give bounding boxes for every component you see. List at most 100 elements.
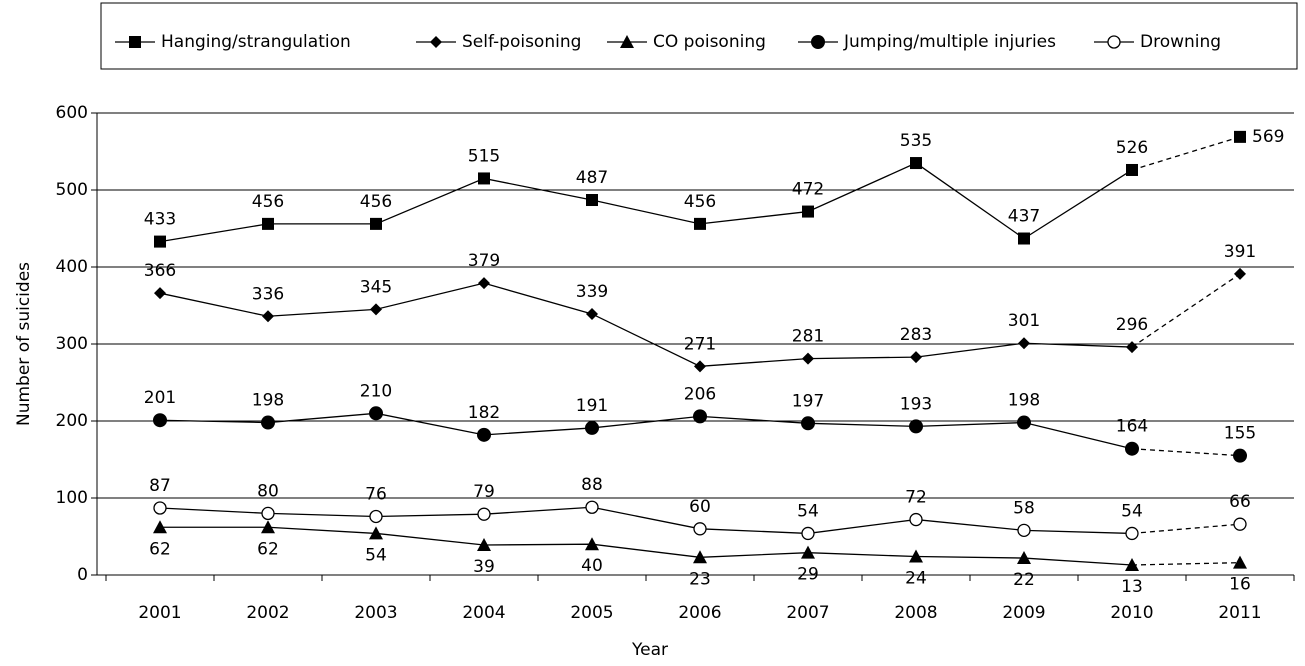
legend-label: CO poisoning bbox=[653, 32, 766, 52]
marker bbox=[1017, 523, 1031, 537]
data-label: 66 bbox=[1229, 492, 1251, 512]
marker bbox=[585, 420, 599, 435]
series-line bbox=[159, 162, 1133, 243]
marker bbox=[369, 526, 383, 540]
data-label: 456 bbox=[360, 192, 392, 212]
marker bbox=[430, 36, 442, 48]
data-label: 54 bbox=[1121, 501, 1143, 521]
series-line-dashed bbox=[1131, 136, 1241, 171]
y-tick-label: 400 bbox=[56, 257, 88, 277]
x-tick-label: 2003 bbox=[354, 603, 397, 623]
data-label: 23 bbox=[689, 569, 711, 589]
data-label: 201 bbox=[144, 388, 176, 408]
y-tick-label: 200 bbox=[56, 411, 88, 431]
marker bbox=[1017, 551, 1031, 565]
data-label: 87 bbox=[149, 476, 171, 496]
y-tick-label: 300 bbox=[56, 334, 88, 354]
data-label: 22 bbox=[1013, 570, 1035, 590]
data-label: 58 bbox=[1013, 498, 1035, 518]
x-tick-label: 2006 bbox=[678, 603, 721, 623]
data-label: 271 bbox=[684, 334, 716, 354]
data-label: 54 bbox=[365, 545, 387, 565]
y-tick-label: 500 bbox=[56, 180, 88, 200]
marker bbox=[477, 507, 491, 521]
marker bbox=[1126, 163, 1138, 176]
marker bbox=[1018, 337, 1030, 350]
marker bbox=[811, 35, 825, 49]
x-tick-label: 2007 bbox=[786, 603, 829, 623]
marker bbox=[620, 35, 634, 48]
data-label: 191 bbox=[576, 396, 608, 416]
data-label: 39 bbox=[473, 557, 495, 577]
marker bbox=[261, 520, 275, 534]
series-line bbox=[159, 506, 1133, 535]
data-label: 336 bbox=[252, 284, 284, 304]
data-label: 62 bbox=[257, 539, 279, 559]
marker bbox=[693, 522, 707, 536]
marker bbox=[153, 501, 167, 515]
marker bbox=[477, 537, 491, 551]
marker bbox=[586, 194, 598, 207]
marker bbox=[801, 416, 815, 431]
data-label: 526 bbox=[1116, 138, 1148, 158]
x-tick-label: 2010 bbox=[1110, 603, 1153, 623]
y-axis-label: Number of suicides bbox=[14, 262, 34, 426]
data-label: 456 bbox=[684, 192, 716, 212]
marker bbox=[154, 235, 166, 248]
marker bbox=[694, 217, 706, 230]
marker bbox=[1107, 35, 1121, 49]
marker bbox=[1234, 130, 1246, 143]
data-label: 155 bbox=[1224, 424, 1256, 444]
marker bbox=[693, 550, 707, 564]
series-line-dashed bbox=[1131, 562, 1241, 566]
x-tick-label: 2002 bbox=[246, 603, 289, 623]
marker bbox=[1018, 232, 1030, 245]
series-line bbox=[160, 526, 1133, 566]
x-axis-label: Year bbox=[631, 640, 668, 660]
marker bbox=[261, 506, 275, 521]
marker bbox=[909, 512, 923, 527]
data-label: 24 bbox=[905, 569, 927, 589]
y-tick-label: 100 bbox=[56, 488, 88, 508]
data-label: 16 bbox=[1229, 575, 1251, 595]
data-label: 164 bbox=[1116, 417, 1148, 437]
data-label: 379 bbox=[468, 251, 500, 271]
marker bbox=[585, 537, 599, 551]
x-tick-label: 2008 bbox=[894, 603, 937, 623]
x-tick-label: 2001 bbox=[138, 603, 181, 623]
x-tick-label: 2005 bbox=[570, 603, 613, 623]
data-label: 60 bbox=[689, 497, 711, 517]
marker bbox=[802, 352, 814, 365]
data-label: 182 bbox=[468, 403, 500, 423]
data-label: 197 bbox=[792, 391, 824, 411]
marker bbox=[910, 351, 922, 364]
marker bbox=[909, 419, 923, 434]
data-label: 40 bbox=[581, 556, 603, 576]
marker bbox=[910, 157, 922, 170]
series-line-dashed bbox=[1131, 448, 1241, 457]
data-label: 515 bbox=[468, 146, 500, 166]
marker bbox=[1017, 415, 1031, 430]
marker bbox=[477, 427, 491, 442]
marker bbox=[262, 310, 274, 323]
data-label: 281 bbox=[792, 327, 824, 347]
marker bbox=[153, 520, 167, 534]
marker bbox=[693, 409, 707, 424]
series-line bbox=[159, 412, 1133, 450]
data-label: 79 bbox=[473, 482, 495, 502]
data-label: 301 bbox=[1008, 311, 1040, 331]
marker bbox=[585, 500, 599, 514]
marker bbox=[478, 172, 490, 185]
data-label: 391 bbox=[1224, 242, 1256, 262]
marker bbox=[369, 406, 383, 421]
data-label: 437 bbox=[1008, 207, 1040, 227]
data-label: 62 bbox=[149, 539, 171, 559]
data-label: 569 bbox=[1252, 127, 1284, 147]
marker bbox=[1234, 267, 1246, 280]
data-label: 487 bbox=[576, 168, 608, 188]
marker bbox=[801, 545, 815, 559]
data-label: 456 bbox=[252, 192, 284, 212]
marker bbox=[261, 415, 275, 430]
y-tick-label: 0 bbox=[77, 565, 88, 585]
